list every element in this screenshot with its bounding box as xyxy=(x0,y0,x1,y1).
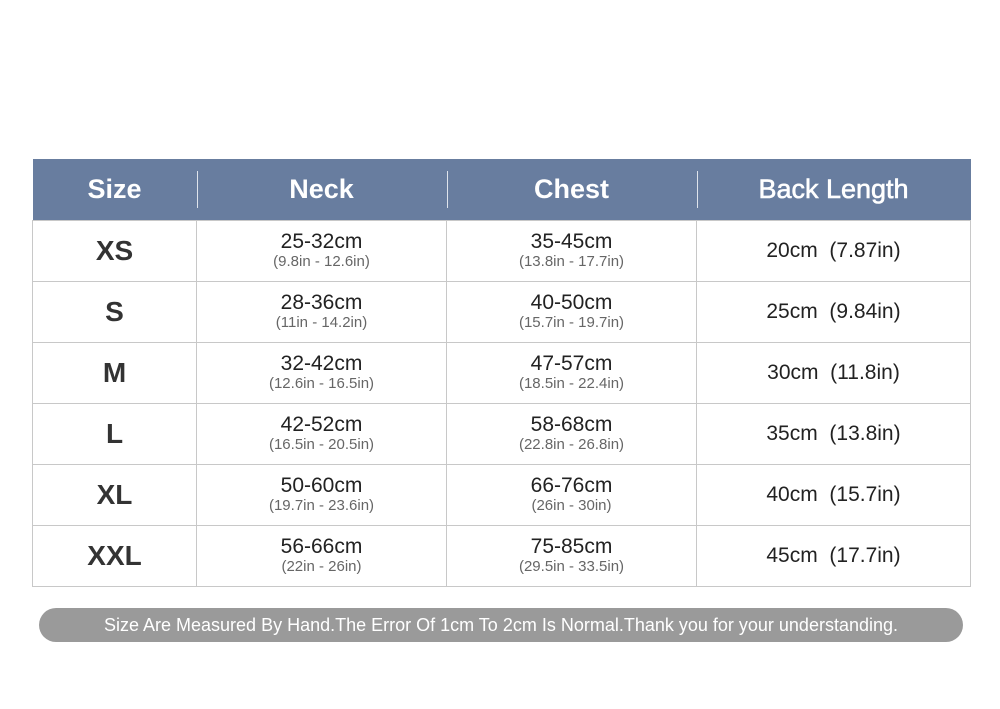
chest-cm: 35-45cm xyxy=(530,230,613,253)
chest-in: (22.8in - 26.8in) xyxy=(518,436,625,453)
back-length-value: 40cm (15.7in) xyxy=(766,483,901,506)
size-label: L xyxy=(105,418,124,449)
chest-in: (29.5in - 33.5in) xyxy=(518,558,625,575)
neck-in: (16.5in - 20.5in) xyxy=(268,436,375,453)
chest-cell: 47-57cm (18.5in - 22.4in) xyxy=(446,342,697,404)
back-length-value: 20cm (7.87in) xyxy=(766,239,901,262)
chest-in: (26in - 30in) xyxy=(531,497,612,514)
size-cell: XXL xyxy=(32,525,197,587)
back-length-value: 45cm (17.7in) xyxy=(766,544,901,567)
back-length-cell: 45cm (17.7in) xyxy=(696,525,971,587)
size-label: XXL xyxy=(87,540,142,571)
neck-cell: 25-32cm (9.8in - 12.6in) xyxy=(196,220,447,282)
neck-cm: 25-32cm xyxy=(280,230,363,253)
chest-in: (13.8in - 17.7in) xyxy=(518,253,625,270)
size-cell: XL xyxy=(32,464,197,526)
back-length-cell: 35cm (13.8in) xyxy=(696,403,971,465)
back-length-value: 35cm (13.8in) xyxy=(766,422,901,445)
neck-in: (9.8in - 12.6in) xyxy=(273,253,370,270)
neck-in: (12.6in - 16.5in) xyxy=(268,375,375,392)
measurement-note: Size Are Measured By Hand.The Error Of 1… xyxy=(39,608,963,642)
neck-cell: 42-52cm (16.5in - 20.5in) xyxy=(196,403,447,465)
chest-cell: 40-50cm (15.7in - 19.7in) xyxy=(446,281,697,343)
table-row: XS 25-32cm (9.8in - 12.6in) 35-45cm (13.8in … xyxy=(32,220,971,282)
neck-cm: 42-52cm xyxy=(280,413,363,436)
size-cell: XS xyxy=(32,220,197,282)
back-length-value: 25cm (9.84in) xyxy=(766,300,901,323)
back-length-cell: 20cm (7.87in) xyxy=(696,220,971,282)
neck-cm: 28-36cm xyxy=(280,291,363,314)
header-row: Size Neck Chest Back Length xyxy=(32,159,971,221)
chest-in: (18.5in - 22.4in) xyxy=(518,375,625,392)
chest-cell: 66-76cm (26in - 30in) xyxy=(446,464,697,526)
size-chart-table: Size Neck Chest Back Length XS 25-32cm (9.… xyxy=(32,159,971,587)
back-length-cell: 30cm (11.8in) xyxy=(696,342,971,404)
table-row: XXL 56-66cm (22in - 26in) 75-85cm (29.5in - … xyxy=(32,525,971,587)
chest-cell: 35-45cm (13.8in - 17.7in) xyxy=(446,220,697,282)
chest-cm: 47-57cm xyxy=(530,352,613,375)
size-cell: L xyxy=(32,403,197,465)
size-label: XS xyxy=(95,235,134,266)
neck-cm: 56-66cm xyxy=(280,535,363,558)
neck-in: (19.7in - 23.6in) xyxy=(268,497,375,514)
size-cell: S xyxy=(32,281,197,343)
chest-cm: 40-50cm xyxy=(530,291,613,314)
chest-cm: 66-76cm xyxy=(530,474,613,497)
chest-cm: 75-85cm xyxy=(530,535,613,558)
header-neck: Neck xyxy=(196,159,447,221)
neck-cell: 32-42cm (12.6in - 16.5in) xyxy=(196,342,447,404)
back-length-cell: 25cm (9.84in) xyxy=(696,281,971,343)
neck-cell: 28-36cm (11in - 14.2in) xyxy=(196,281,447,343)
back-length-value: 30cm (11.8in) xyxy=(767,361,900,384)
table-row: S 28-36cm (11in - 14.2in) 40-50cm (15.7in - … xyxy=(32,281,971,343)
neck-cm: 32-42cm xyxy=(280,352,363,375)
chest-in: (15.7in - 19.7in) xyxy=(518,314,625,331)
table-row: L 42-52cm (16.5in - 20.5in) 58-68cm (22.8in … xyxy=(32,403,971,465)
chest-cell: 58-68cm (22.8in - 26.8in) xyxy=(446,403,697,465)
size-label: S xyxy=(105,296,124,327)
table-row: M 32-42cm (12.6in - 16.5in) 47-57cm (18.5in … xyxy=(32,342,971,404)
neck-cell: 50-60cm (19.7in - 23.6in) xyxy=(196,464,447,526)
neck-in: (11in - 14.2in) xyxy=(275,314,368,331)
table-row: XL 50-60cm (19.7in - 23.6in) 66-76cm (26in -… xyxy=(32,464,971,526)
size-cell: M xyxy=(32,342,197,404)
header-size: Size xyxy=(32,159,197,221)
back-length-cell: 40cm (15.7in) xyxy=(696,464,971,526)
neck-in: (22in - 26in) xyxy=(281,558,362,575)
chest-cell: 75-85cm (29.5in - 33.5in) xyxy=(446,525,697,587)
size-label: XL xyxy=(96,479,133,510)
header-back-length: Back Length xyxy=(696,159,971,221)
header-chest: Chest xyxy=(446,159,697,221)
size-label: M xyxy=(102,357,127,388)
neck-cell: 56-66cm (22in - 26in) xyxy=(196,525,447,587)
neck-cm: 50-60cm xyxy=(280,474,363,497)
chest-cm: 58-68cm xyxy=(530,413,613,436)
